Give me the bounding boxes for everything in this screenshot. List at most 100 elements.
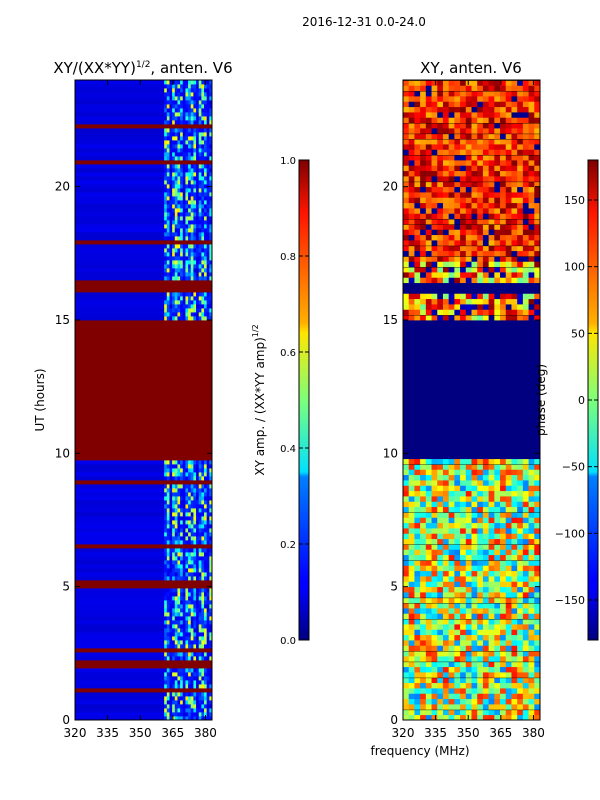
amplitude-heatmap-row [75, 404, 212, 409]
phase-heatmap-row [403, 250, 540, 257]
amplitude-heatmap-row [75, 184, 212, 189]
phase-heatmap-row [403, 592, 540, 598]
amplitude-heatmap-row [75, 596, 212, 601]
phase-heatmap-row [403, 544, 540, 550]
phase-heatmap-row [403, 309, 540, 316]
amplitude-heatmap-row [75, 548, 212, 553]
phase-heatmap-row [403, 533, 540, 540]
amplitude-heatmap-row [75, 632, 212, 637]
amplitude-heatmap-row [75, 228, 212, 233]
amplitude-heatmap-row [75, 668, 212, 673]
phase-heatmap-row [403, 384, 540, 390]
amplitude-heatmap-row [75, 588, 212, 593]
amplitude-heatmap-row [75, 512, 212, 517]
x-tick-label: 320 [392, 726, 415, 740]
amplitude-colorbar: 0.0 0.2 0.4 0.6 0.8 1.0 XY amp. / (XX*YY amp)… [251, 156, 310, 647]
phase-heatmap-row [403, 389, 540, 396]
phase-heatmap-row [403, 416, 540, 422]
x-tick-label: 380 [522, 726, 545, 740]
amplitude-heatmap-row [75, 684, 212, 689]
phase-heatmap-row [403, 565, 540, 572]
amplitude-heatmap-row [75, 132, 212, 137]
phase-panel-title: XY, anten. V6 [420, 59, 522, 77]
phase-heatmap-row [403, 170, 540, 177]
amplitude-heatmap-row [75, 356, 212, 361]
phase-heatmap-row [403, 138, 540, 145]
amplitude-heatmap-row [75, 324, 212, 329]
phase-heatmap-row [403, 357, 540, 364]
phase-heatmap-row [403, 496, 540, 502]
phase-heatmap-row [403, 506, 540, 513]
amplitude-plot-frame [74, 79, 213, 721]
phase-heatmap-row [403, 581, 540, 588]
phase-heatmap-row [403, 336, 540, 342]
phase-heatmap-row [403, 464, 540, 470]
amplitude-heatmap-row [75, 544, 212, 549]
amplitude-heatmap-row [75, 140, 212, 145]
phase-heatmap-row [403, 405, 540, 412]
amplitude-heatmap-row [75, 456, 212, 461]
amplitude-heatmap-row [75, 676, 212, 681]
phase-heatmap-row [403, 672, 540, 678]
phase-heatmap-row [403, 149, 540, 156]
amplitude-heatmap-row [75, 492, 212, 497]
phase-heatmap-row [403, 128, 540, 134]
amplitude-heatmap-row [75, 508, 212, 513]
amplitude-heatmap-row [75, 432, 212, 437]
colorbar-tick-label: 1.0 [280, 156, 296, 167]
phase-heatmap-row [403, 197, 540, 204]
figure-title: 2016-12-31 0.0-24.0 [302, 15, 426, 29]
phase-heatmap-row [403, 677, 540, 684]
amplitude-heatmap-row [75, 112, 212, 117]
phase-heatmap-row [403, 112, 540, 118]
amplitude-heatmap-row [75, 516, 212, 521]
amplitude-heatmap-row [75, 84, 212, 89]
phase-heatmap-row [403, 256, 540, 262]
phase-colorbar: phase (deg) −150 −100 −50 0 50 100 150 [534, 159, 599, 641]
phase-x-axis-label: frequency (MHz) [370, 744, 469, 758]
amplitude-heatmap-row [75, 700, 212, 705]
phase-heatmap-row [403, 320, 540, 326]
phase-heatmap-row [403, 437, 540, 444]
amplitude-heatmap-row [75, 296, 212, 301]
amplitude-heatmap-row [75, 484, 212, 489]
amplitude-heatmap-row [75, 104, 212, 109]
amplitude-heatmap-row [75, 704, 212, 709]
phase-heatmap-row [403, 469, 540, 476]
amplitude-heatmap-row [75, 640, 212, 645]
phase-heatmap-row [403, 90, 540, 97]
amplitude-heatmap-row [75, 172, 212, 177]
amplitude-heatmap-row [75, 652, 212, 657]
amplitude-heatmap-row [75, 504, 212, 509]
phase-heatmap-row [403, 330, 540, 337]
colorbar-tick-label: 50 [571, 327, 585, 340]
amplitude-heatmap-row [75, 284, 212, 289]
phase-heatmap-row [403, 693, 540, 700]
amplitude-heatmap-row [75, 624, 212, 629]
amplitude-heatmap-row [75, 276, 212, 281]
y-tick-label: 10 [55, 446, 70, 460]
amplitude-heatmap-row [75, 156, 212, 161]
amplitude-heatmap-row [75, 528, 212, 533]
colorbar-tick-label: −50 [562, 461, 585, 474]
phase-heatmap-row [403, 624, 540, 630]
phase-colorbar-ticks: −150 −100 −50 0 50 100 150 [555, 194, 598, 607]
amplitude-heatmap-row [75, 384, 212, 389]
amplitude-heatmap-row [75, 672, 212, 677]
phase-heatmap-row [403, 458, 540, 465]
amplitude-heatmap-row [75, 260, 212, 265]
amplitude-heatmap-row [75, 288, 212, 293]
colorbar-tick-label: 0.6 [280, 348, 296, 359]
amplitude-heatmap-row [75, 364, 212, 369]
amplitude-colorbar-gradient [298, 159, 310, 641]
amplitude-colorbar-ticks: 0.0 0.2 0.4 0.6 0.8 1.0 [280, 156, 309, 647]
amplitude-heatmap-row [75, 428, 212, 433]
y-tick-label: 0 [62, 713, 70, 727]
colorbar-tick-label: −150 [555, 594, 585, 607]
amplitude-heatmap-row [75, 176, 212, 181]
amplitude-heatmap-row [75, 264, 212, 269]
amplitude-heatmap-row [75, 440, 212, 445]
amplitude-heatmap-row [75, 556, 212, 561]
amplitude-axis-ticks: 320 335 350 365 380 0 5 10 15 20 [55, 80, 217, 740]
